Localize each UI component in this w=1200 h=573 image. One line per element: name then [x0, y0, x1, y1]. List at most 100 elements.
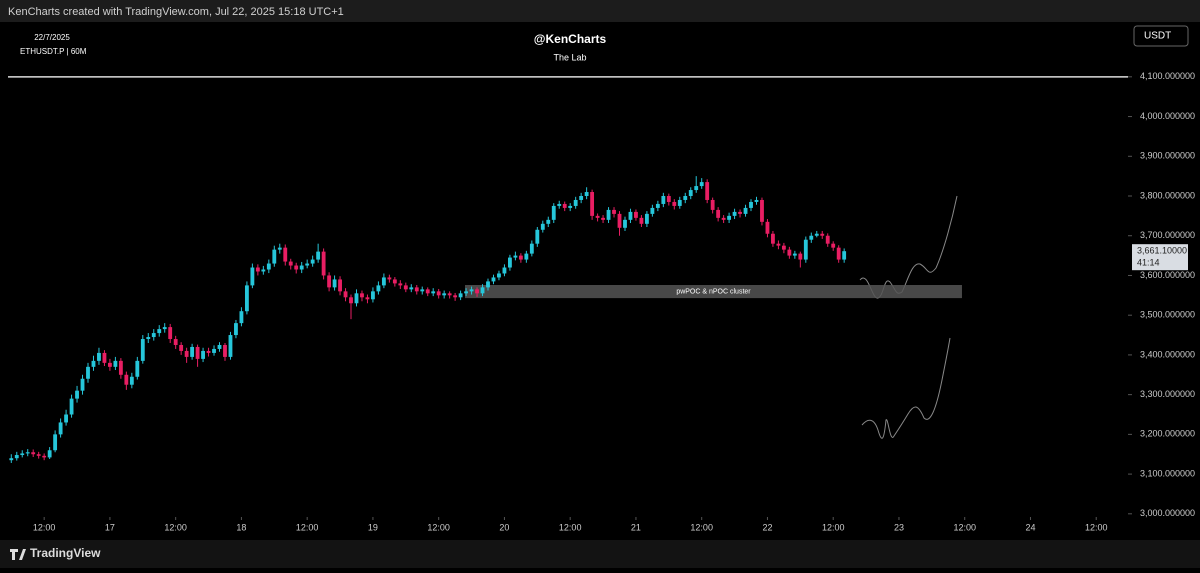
candle-body: [644, 213, 649, 224]
candle-body: [58, 422, 63, 435]
candle-body: [579, 196, 584, 200]
candle-body: [787, 249, 792, 256]
y-tick-label: 3,400.000000: [1140, 349, 1195, 359]
y-tick-label: 3,300.000000: [1140, 389, 1195, 399]
logo: [10, 549, 26, 560]
x-tick-label: 12:00: [822, 522, 845, 532]
candle-body: [546, 219, 551, 224]
candle-body: [738, 211, 742, 214]
candle-body: [250, 267, 255, 286]
candle-body: [239, 311, 244, 324]
candle-body: [146, 337, 151, 340]
candle-body: [97, 352, 101, 361]
candle-body: [705, 182, 710, 200]
countdown: 41:14: [1137, 258, 1160, 268]
candle-body: [371, 291, 375, 300]
candle-body: [617, 213, 622, 228]
date: 22/7/2025: [34, 33, 70, 42]
x-tick-label: 12:00: [427, 522, 450, 532]
currency-button[interactable]: [1133, 25, 1189, 47]
candle-body: [655, 203, 660, 208]
candle-body: [25, 452, 30, 454]
candle-body: [212, 348, 216, 353]
x-tick-label: 23: [894, 522, 904, 532]
chart-area: [0, 22, 1200, 540]
candle-body: [75, 390, 79, 399]
candle-body: [244, 285, 249, 312]
candle-body: [688, 190, 693, 197]
candle-body: [557, 203, 562, 206]
candle-body: [36, 454, 41, 456]
y-tick-label: 3,900.000000: [1140, 151, 1195, 161]
candle-body: [195, 346, 200, 359]
candle-body: [316, 251, 321, 260]
author: @KenCharts: [534, 32, 607, 46]
candle-body: [223, 344, 227, 357]
y-tick-label: 3,800.000000: [1140, 190, 1195, 200]
candle-body: [9, 458, 14, 461]
candle-body: [447, 293, 452, 296]
x-tick-label: 24: [1025, 522, 1035, 532]
currency[interactable]: USDT: [1144, 31, 1171, 42]
y-tick-label: 3,000.000000: [1140, 508, 1195, 518]
candle-body: [135, 360, 140, 377]
x-tick-label: 20: [499, 522, 509, 532]
candle-body: [288, 261, 293, 266]
candle-body: [338, 279, 342, 292]
candle-body: [118, 360, 123, 375]
candle-body: [261, 269, 266, 272]
candle-body: [102, 352, 107, 363]
candle-body: [217, 344, 222, 349]
candle-body: [634, 211, 638, 218]
candle-body: [343, 291, 348, 298]
candle-body: [409, 287, 414, 290]
candle-body: [201, 350, 205, 359]
candle-body: [540, 223, 545, 230]
candle-body: [584, 192, 589, 197]
candle-body: [425, 289, 430, 294]
candle-body: [80, 378, 85, 391]
candle-body: [710, 199, 715, 210]
candle-body: [255, 267, 260, 272]
candle-body: [86, 366, 90, 379]
candle-body: [206, 350, 211, 353]
zone: [464, 284, 962, 299]
candle-body: [562, 203, 567, 208]
candle-body: [486, 281, 490, 288]
candle-body: [628, 211, 633, 220]
candle-body: [623, 219, 627, 228]
candle-body: [53, 434, 58, 451]
candle-body: [458, 293, 463, 298]
candle-body: [283, 247, 288, 262]
candle-body: [502, 267, 507, 274]
candle-body: [590, 192, 595, 216]
candle-body: [31, 452, 36, 455]
candle-body: [234, 323, 238, 336]
candle-body: [699, 182, 704, 187]
candle-body: [403, 285, 408, 290]
candle-body: [776, 243, 781, 246]
x-tick-label: 17: [105, 522, 115, 532]
candle-body: [727, 215, 732, 220]
candle-body: [392, 279, 397, 284]
candle-body: [760, 199, 764, 222]
x-tick-label: 12:00: [953, 522, 976, 532]
candle-body: [332, 279, 337, 288]
candle-body: [173, 339, 178, 345]
candle-body: [754, 199, 759, 202]
candle-body: [14, 455, 19, 459]
candle-body: [513, 255, 518, 258]
candle-body: [299, 265, 304, 270]
candle-body: [606, 209, 611, 220]
candle-body: [666, 196, 671, 202]
candle-body: [129, 376, 134, 385]
candle-body: [469, 289, 474, 292]
candle-body: [781, 245, 786, 250]
candle-body: [568, 205, 573, 208]
last-price-label: 3,661.10000: [1137, 246, 1187, 256]
candle-body: [524, 253, 529, 260]
y-tick-label: 3,100.000000: [1140, 468, 1195, 478]
candle-body: [601, 217, 605, 220]
candle-body: [321, 251, 326, 276]
x-tick-label: 18: [236, 522, 246, 532]
